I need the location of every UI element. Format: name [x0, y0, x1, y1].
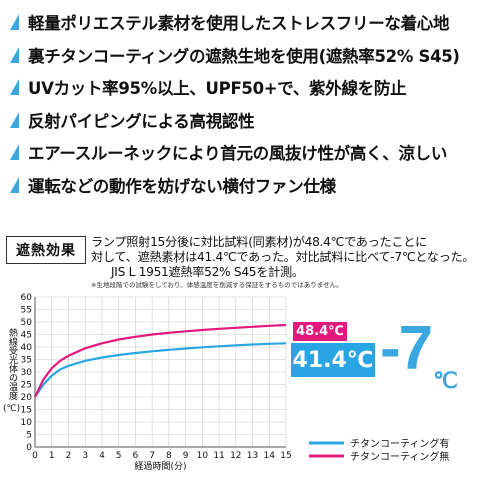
x-tick-label: 5 [116, 451, 122, 461]
x-tick-label: 11 [213, 451, 224, 461]
feature-text: 軽量ポリエステル素材を使用したストレスフリーな着心地 [28, 14, 450, 34]
x-tick-label: 6 [133, 451, 139, 461]
x-tick-label: 8 [166, 451, 172, 461]
y-axis-title: 熱線受光体の温度 [7, 328, 17, 400]
y-axis-unit: (℃) [3, 404, 21, 414]
effect-line-2: 対して、遮熱素材は41.4℃であった。対比試料に比べて-7℃となった。 [91, 250, 475, 264]
effect-note: ※生地段階での試験をしており、体感温度を削減する保証をするものではありません。 [91, 281, 343, 289]
y-tick-label: 10 [21, 418, 33, 428]
uncoated-temp-callout: 48.4℃ [293, 322, 347, 341]
feature-list: 軽量ポリエステル素材を使用したストレスフリーな着心地 裏チタンコーティングの遮熱… [8, 6, 498, 201]
feature-item: 反射パイピングによる高視認性 [8, 104, 498, 137]
x-tick-label: 14 [264, 451, 276, 461]
y-tick-label: 25 [21, 381, 32, 391]
feature-text: エアースルーネックにより首元の風抜け性が高く、涼しい [28, 144, 448, 164]
feature-item: エアースルーネックにより首元の風抜け性が高く、涼しい [8, 136, 498, 169]
y-tick-label: 0 [26, 443, 32, 453]
y-tick-label: 35 [21, 356, 32, 366]
y-tick-label: 55 [21, 306, 32, 316]
x-tick-label: 3 [82, 451, 88, 461]
feature-item: 裏チタンコーティングの遮熱生地を使用(遮熱率52% S45) [8, 39, 498, 72]
feature-text: 反射パイピングによる高視認性 [28, 111, 255, 131]
triangle-bullet-icon [10, 176, 19, 193]
y-tick-label: 45 [21, 331, 32, 341]
triangle-bullet-icon [10, 111, 19, 128]
x-tick-label: 1 [49, 451, 55, 461]
coated-temp-callout: 41.4℃ [291, 343, 375, 377]
triangle-bullet-icon [10, 144, 19, 161]
feature-text: 運転などの動作を妨げない横付ファン仕様 [28, 176, 336, 196]
x-tick-label: 12 [230, 451, 241, 461]
y-tick-label: 30 [21, 368, 33, 378]
effect-line-1: ランプ照射15分後に対比試料(同素材)が48.4℃であったことに [91, 235, 428, 249]
feature-item: UVカット率95%以上、UPF50+で、紫外線を防止 [8, 71, 498, 104]
x-tick-label: 4 [99, 451, 105, 461]
x-tick-label: 2 [66, 451, 72, 461]
difference-value: -7 [380, 314, 433, 383]
y-tick-label: 40 [21, 343, 33, 353]
legend-label: チタンコーティング無 [350, 450, 449, 463]
y-tick-label: 15 [21, 406, 32, 416]
triangle-bullet-icon [10, 46, 19, 63]
heat-shield-effect-label: 遮熱効果 [6, 236, 86, 264]
feature-item: 軽量ポリエステル素材を使用したストレスフリーな着心地 [8, 6, 498, 39]
triangle-bullet-icon [10, 79, 19, 96]
effect-line-3: JIS L 1951遮熱率52% S45を計測。 [111, 265, 304, 279]
feature-item: 運転などの動作を妨げない横付ファン仕様 [8, 169, 498, 202]
x-tick-label: 15 [280, 451, 291, 461]
triangle-bullet-icon [10, 14, 19, 31]
series-line-uncoated [34, 323, 287, 398]
x-tick-label: 10 [197, 451, 209, 461]
temperature-difference: -7℃ [380, 318, 458, 394]
x-tick-label: 0 [32, 451, 38, 461]
feature-text: UVカット率95%以上、UPF50+で、紫外線を防止 [28, 79, 407, 99]
y-tick-label: 20 [21, 393, 33, 403]
x-tick-label: 7 [149, 451, 155, 461]
difference-unit: ℃ [433, 368, 458, 393]
x-tick-label: 9 [183, 451, 189, 461]
legend-label: チタンコーティング有 [350, 437, 449, 450]
effect-description: ランプ照射15分後に対比試料(同素材)が48.4℃であったことに 対して、遮熱素… [91, 235, 496, 290]
feature-text: 裏チタンコーティングの遮熱生地を使用(遮熱率52% S45) [28, 46, 460, 66]
y-tick-label: 50 [21, 318, 33, 328]
y-tick-label: 5 [26, 431, 32, 441]
series-line-coated [34, 342, 287, 398]
x-axis-title: 経過時間(分) [134, 460, 186, 472]
x-tick-label: 13 [247, 451, 258, 461]
y-tick-label: 60 [21, 293, 33, 303]
